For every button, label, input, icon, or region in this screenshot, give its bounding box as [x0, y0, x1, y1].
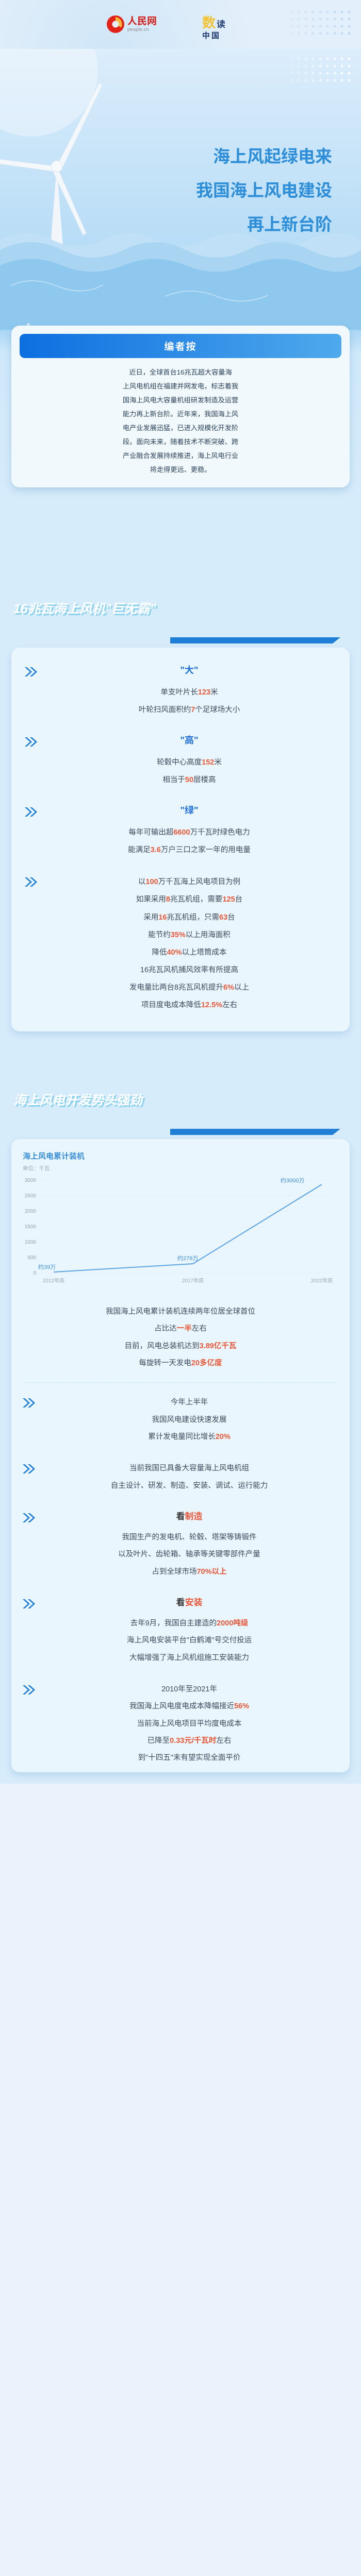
svg-text:约279万: 约279万 — [177, 1255, 198, 1262]
svg-text:2012年底: 2012年底 — [43, 1277, 64, 1284]
svg-text:约3000万: 约3000万 — [281, 1177, 304, 1184]
svg-text:2500: 2500 — [25, 1193, 37, 1199]
svg-text:1000: 1000 — [25, 1240, 37, 1245]
svg-text:2017年底: 2017年底 — [182, 1277, 204, 1284]
svg-text:1500: 1500 — [25, 1224, 37, 1230]
svg-text:0: 0 — [33, 1270, 36, 1276]
svg-text:2000: 2000 — [25, 1209, 37, 1214]
svg-text:约39万: 约39万 — [38, 1264, 56, 1270]
svg-text:3000: 3000 — [25, 1178, 37, 1183]
svg-text:500: 500 — [27, 1255, 36, 1261]
svg-text:2022年底: 2022年底 — [311, 1277, 333, 1284]
